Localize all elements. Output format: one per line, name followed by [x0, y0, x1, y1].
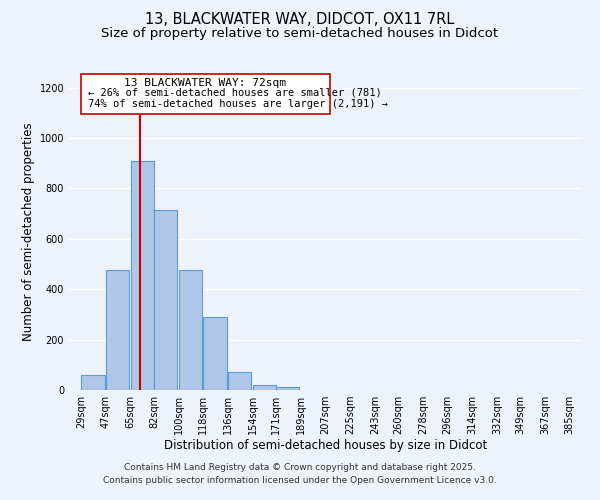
Text: Contains HM Land Registry data © Crown copyright and database right 2025.: Contains HM Land Registry data © Crown c…: [124, 464, 476, 472]
Bar: [253, 386, 276, 390]
Bar: [82, 375, 104, 390]
Bar: [82, 74, 329, 114]
Bar: [154, 210, 178, 390]
Bar: [228, 372, 251, 390]
Bar: [131, 160, 154, 390]
Bar: [203, 317, 227, 390]
Y-axis label: Number of semi-detached properties: Number of semi-detached properties: [22, 122, 35, 340]
Text: 13, BLACKWATER WAY, DIDCOT, OX11 7RL: 13, BLACKWATER WAY, DIDCOT, OX11 7RL: [145, 12, 455, 28]
Bar: [106, 270, 130, 390]
Text: Size of property relative to semi-detached houses in Didcot: Size of property relative to semi-detach…: [101, 28, 499, 40]
Bar: [179, 270, 202, 390]
Text: ← 26% of semi-detached houses are smaller (781): ← 26% of semi-detached houses are smalle…: [88, 88, 382, 98]
Bar: [276, 388, 299, 390]
Text: 74% of semi-detached houses are larger (2,191) →: 74% of semi-detached houses are larger (…: [88, 99, 388, 109]
X-axis label: Distribution of semi-detached houses by size in Didcot: Distribution of semi-detached houses by …: [164, 438, 487, 452]
Text: Contains public sector information licensed under the Open Government Licence v3: Contains public sector information licen…: [103, 476, 497, 485]
Text: 13 BLACKWATER WAY: 72sqm: 13 BLACKWATER WAY: 72sqm: [124, 78, 286, 88]
